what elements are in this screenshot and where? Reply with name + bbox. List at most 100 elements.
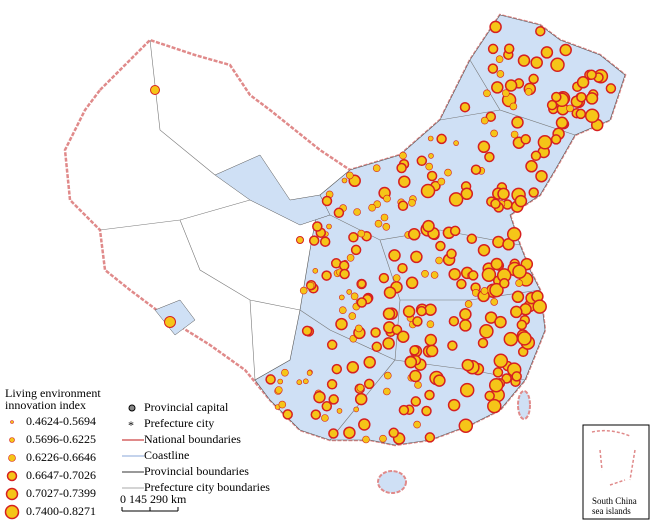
city-marker [362,435,370,444]
city-marker [357,279,366,288]
city-marker [575,108,587,120]
city-marker [374,219,383,228]
city-marker [520,134,531,145]
city-marker [459,319,472,332]
city-marker [427,135,434,142]
city-marker [459,308,472,321]
city-marker [371,341,383,353]
city-marker [484,151,495,163]
city-marker [503,43,515,54]
city-marker [421,405,432,417]
city-marker [528,187,539,198]
city-marker [480,287,489,295]
city-marker [447,398,461,412]
city-marker [368,203,376,212]
city-marker [357,229,366,238]
city-marker [506,227,522,242]
city-marker [491,81,504,94]
legend-label: Prefecture city boundaries [144,480,270,494]
city-marker [388,427,399,439]
city-marker [372,164,381,172]
city-marker [428,153,434,159]
city-marker [343,426,356,439]
city-marker [358,418,371,431]
city-marker [399,151,407,160]
city-marker [425,162,434,171]
city-marker [517,54,531,67]
city-marker [328,394,339,405]
city-marker [296,236,304,244]
city-marker [448,267,461,281]
city-marker [413,420,421,429]
legend-title: Living environment [5,386,101,400]
city-marker [356,297,368,308]
city-marker [397,262,408,274]
city-marker [517,331,532,346]
city-marker [480,116,489,125]
taiwan [517,390,531,420]
city-marker [409,345,420,356]
city-marker [458,418,474,433]
city-marker [396,162,407,174]
city-marker [528,73,539,85]
city-marker [448,315,460,327]
city-marker [336,408,343,414]
city-marker [388,249,401,262]
city-marker [409,369,422,383]
city-marker [346,289,353,295]
city-markers [150,20,617,445]
city-marker [301,325,313,337]
city-marker [436,133,447,145]
city-marker [449,225,461,237]
legend-label: 0.6647-0.7026 [26,468,96,482]
legend-label: 0.5696-0.6225 [26,432,96,446]
legend-marker [6,470,18,482]
city-marker [326,223,332,230]
city-marker [383,371,392,380]
city-marker [477,243,491,257]
city-marker [398,404,410,416]
city-marker [425,344,439,358]
city-marker [382,307,396,321]
city-marker [509,102,518,111]
city-marker [511,371,522,382]
city-marker [335,317,348,331]
city-marker [470,164,482,175]
city-marker [555,116,569,130]
city-marker [405,276,419,290]
city-marker [313,390,326,404]
city-marker [407,228,421,241]
city-marker [299,286,308,295]
city-marker [346,361,360,374]
city-marker [487,43,499,55]
city-marker [504,79,518,92]
city-marker [321,414,329,422]
city-marker [516,319,528,331]
city-marker [310,409,322,420]
city-marker [466,233,478,245]
legend-symbol: * [128,418,134,432]
city-marker [354,392,368,406]
city-marker [326,379,338,390]
city-marker [566,104,574,113]
legend-label: 0.7027-0.7399 [26,486,96,500]
city-marker [481,267,497,282]
city-marker [559,43,572,57]
city-marker [345,171,354,180]
city-marker [378,272,390,284]
city-marker [398,175,411,188]
legend-marker [5,487,19,501]
city-marker [350,244,362,256]
city-marker [383,286,397,299]
city-marker [404,355,418,369]
city-marker [416,305,427,317]
city-marker [492,235,505,249]
city-marker [494,315,507,329]
legend-marker [10,420,14,424]
city-marker [586,69,597,81]
city-marker [433,374,446,387]
city-marker [420,183,436,199]
city-marker [459,101,471,113]
legend-label: 0.7400-0.8271 [26,504,96,518]
